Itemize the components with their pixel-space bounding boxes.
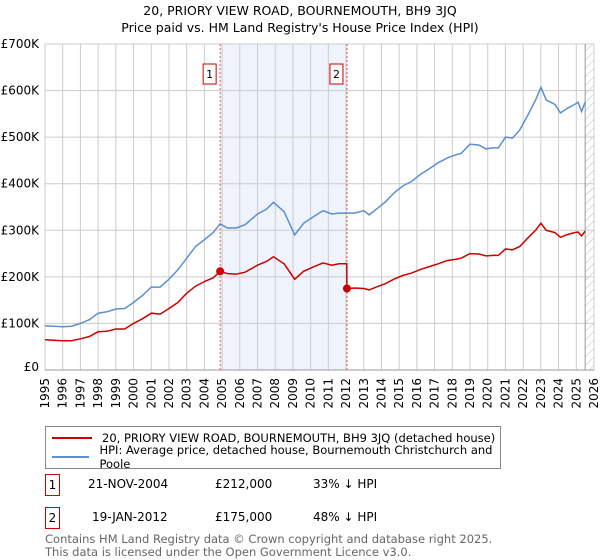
x-tick-label: 2007 [251, 378, 265, 409]
sale-point [342, 284, 351, 293]
forecast-hatch [585, 44, 594, 370]
legend-swatch-red [52, 437, 92, 439]
x-tick-label: 1999 [109, 378, 123, 409]
x-tick-label: 1998 [91, 378, 105, 409]
sale-date: 19-JAN-2012 [92, 510, 168, 524]
x-tick-label: 2021 [498, 378, 512, 409]
x-tick-label: 2022 [516, 378, 530, 409]
sale-date: 21-NOV-2004 [88, 477, 169, 491]
x-tick-label: 2001 [144, 378, 158, 409]
sale-label-box [202, 63, 217, 85]
legend-swatch-blue [52, 456, 90, 458]
x-tick-label: 2010 [304, 378, 318, 409]
x-tick-label: 1997 [73, 378, 87, 409]
y-tick-label: £100K [1, 316, 41, 330]
y-tick-label: £500K [1, 130, 41, 144]
x-tick-label: 2013 [357, 378, 371, 409]
legend-label: 20, PRIORY VIEW ROAD, BOURNEMOUTH, BH9 3… [102, 431, 496, 445]
x-tick-label: 2011 [321, 378, 335, 409]
y-tick-label: £300K [1, 223, 41, 237]
x-tick-label: 2026 [587, 378, 600, 409]
x-tick-label: 2002 [162, 378, 176, 409]
sale-marker-badge: 1 [45, 474, 60, 496]
sale-row: 1 21-NOV-2004 £212,000 33% ↓ HPI [45, 474, 445, 496]
sale-price: £175,000 [215, 510, 273, 524]
x-tick-label: 2003 [180, 378, 194, 409]
sale-label-box [329, 63, 344, 85]
sale-label: 2 [333, 68, 340, 81]
sale-row: 2 19-JAN-2012 £175,000 48% ↓ HPI [45, 507, 445, 529]
x-tick-label: 2008 [268, 378, 282, 409]
x-tick-label: 2023 [534, 378, 548, 409]
legend-item-property: 20, PRIORY VIEW ROAD, BOURNEMOUTH, BH9 3… [52, 429, 495, 447]
x-tick-label: 2019 [463, 378, 477, 409]
x-tick-label: 2025 [569, 378, 583, 409]
x-tick-label: 2018 [445, 378, 459, 409]
x-tick-label: 2004 [197, 378, 211, 409]
x-tick-label: 2006 [233, 378, 247, 409]
x-tick-label: 2017 [428, 378, 442, 409]
footer-copyright: Contains HM Land Registry data © Crown c… [45, 532, 493, 546]
sale-hpi-diff: 48% ↓ HPI [313, 510, 378, 524]
footer-licence: This data is licensed under the Open Gov… [45, 545, 412, 559]
y-tick-label: £600K [1, 84, 41, 98]
x-tick-label: 2012 [339, 378, 353, 409]
x-tick-label: 2000 [127, 378, 141, 409]
sale-point [216, 267, 225, 276]
x-tick-label: 2016 [410, 378, 424, 409]
series-line [44, 222, 586, 342]
x-tick-label: 2014 [374, 378, 388, 409]
legend: 20, PRIORY VIEW ROAD, BOURNEMOUTH, BH9 3… [45, 426, 501, 471]
x-tick-label: 2024 [552, 378, 566, 409]
x-tick-label: 1995 [38, 378, 52, 409]
sale-marker-badge: 2 [45, 507, 60, 529]
price-chart: £0 £100K £200K £300K £400K £500K £600K £700K 199… [1, 37, 600, 409]
legend-label: HPI: Average price, detached house, Bour… [99, 443, 493, 471]
chart-subtitle: Price paid vs. HM Land Registry's House … [121, 20, 479, 35]
y-tick-label: £700K [1, 37, 41, 51]
sale-hpi-diff: 33% ↓ HPI [313, 477, 378, 491]
x-tick-label: 1996 [56, 378, 70, 409]
y-tick-label: £400K [1, 177, 41, 191]
x-tick-label: 2015 [392, 378, 406, 409]
sale-label: 1 [206, 68, 213, 81]
chart-title: 20, PRIORY VIEW ROAD, BOURNEMOUTH, BH9 3… [143, 3, 457, 18]
x-tick-label: 2005 [215, 378, 229, 409]
y-tick-label: £200K [1, 270, 41, 284]
legend-item-hpi: HPI: Average price, detached house, Bour… [52, 443, 500, 471]
y-tick-label: £0 [24, 360, 39, 374]
sale-price: £212,000 [215, 477, 273, 491]
x-tick-label: 2009 [286, 378, 300, 409]
series-line [44, 85, 586, 328]
x-tick-label: 2020 [481, 378, 495, 409]
ownership-shade [220, 44, 347, 370]
